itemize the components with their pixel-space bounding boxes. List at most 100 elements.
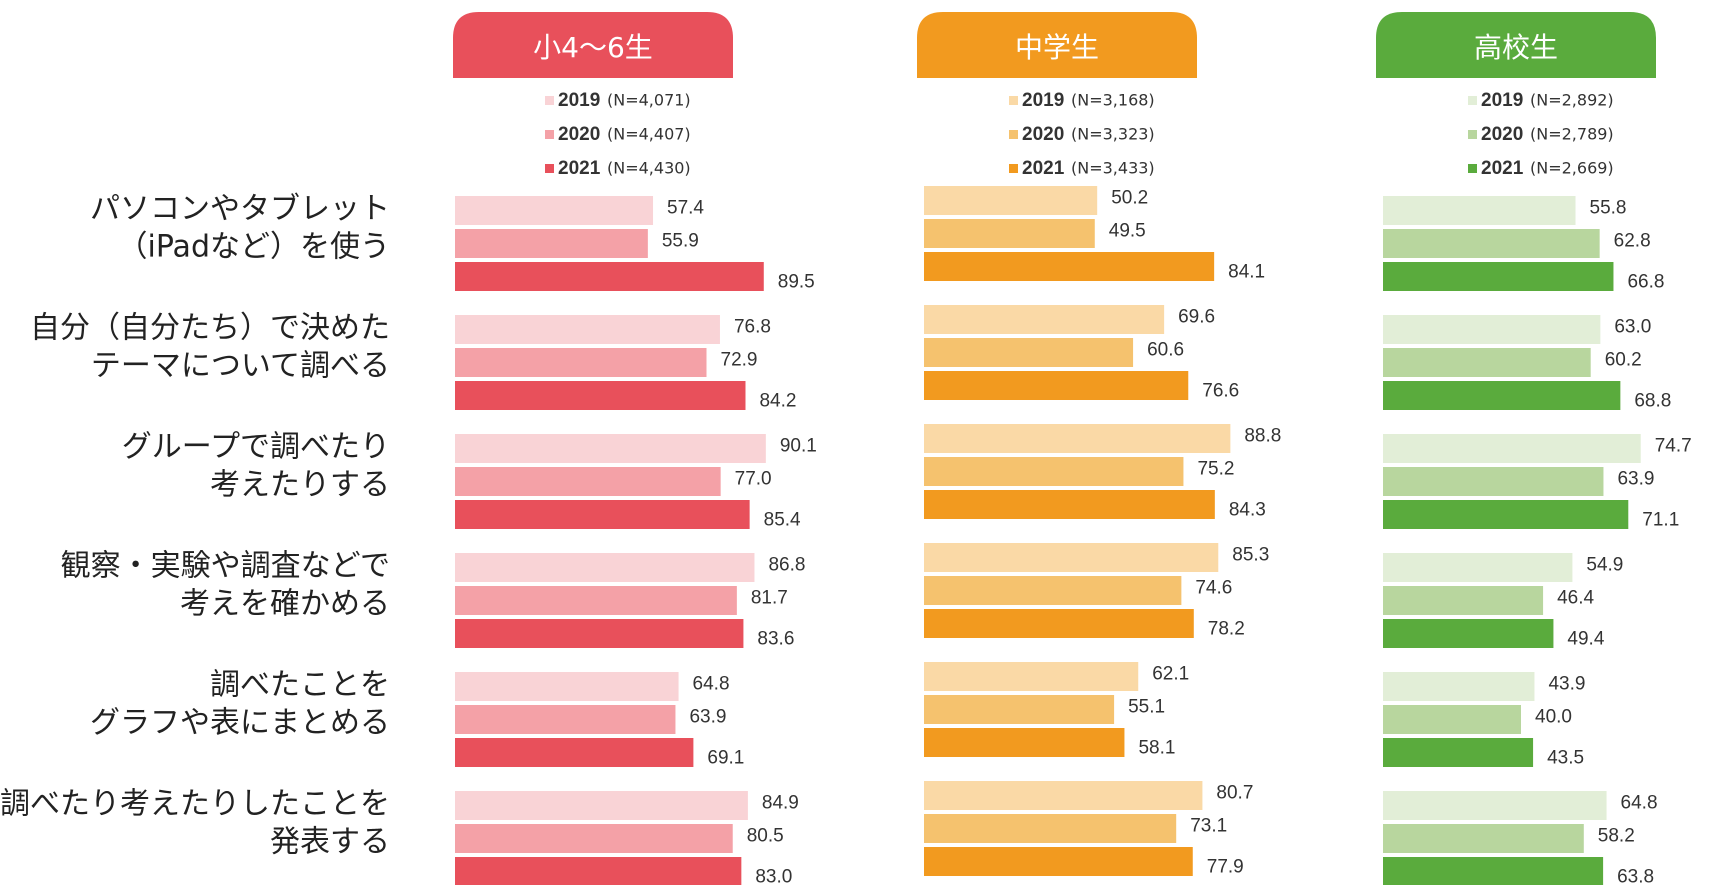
value-label: 88.8 [1244,426,1281,447]
bar [924,338,1134,367]
value-label: 89.5 [778,272,815,293]
panel-title: 中学生 [1015,31,1099,64]
legend-swatch [1468,96,1477,105]
bar [455,262,764,291]
value-label: 58.2 [1598,826,1635,847]
category-label: 調べたり考えたりしたことを [0,787,390,822]
value-label: 69.6 [1178,307,1215,328]
bar [455,791,748,820]
value-label: 62.1 [1152,664,1189,685]
value-label: 60.2 [1605,350,1642,371]
bar [455,824,733,853]
bar [1383,857,1604,885]
bar [924,371,1189,400]
panel-header [917,12,1197,78]
bar [924,728,1125,757]
value-label: 80.7 [1216,783,1253,804]
value-label: 69.1 [707,748,744,769]
legend-note: (N=2,789) [1530,125,1614,144]
category-label: 考えを確かめる [180,587,390,622]
legend-note: (N=2,892) [1530,91,1614,110]
category-label: 観察・実験や調査などで [61,549,390,584]
bar [455,738,694,767]
bar [455,467,721,496]
value-label: 50.2 [1111,188,1148,209]
bar [924,424,1231,453]
bar [455,586,737,615]
category-label: 発表する [270,825,390,860]
value-label: 84.9 [762,793,799,814]
panel-header [453,12,733,78]
legend-label: 2021 [558,158,601,179]
legend-note: (N=3,433) [1071,159,1155,178]
legend-note: (N=2,669) [1530,159,1614,178]
bar [455,619,744,648]
legend-swatch [545,96,554,105]
value-label: 63.8 [1617,867,1654,885]
bar [1383,262,1614,291]
value-label: 46.4 [1557,588,1594,609]
category-label: 調べたことを [210,668,390,703]
value-label: 55.1 [1128,697,1165,718]
value-label: 43.9 [1548,674,1585,695]
bar [1383,824,1584,853]
panel-title: 高校生 [1474,31,1558,64]
value-label: 63.0 [1614,317,1651,338]
value-label: 77.9 [1207,857,1244,878]
value-label: 72.9 [721,350,758,371]
bar [1383,619,1554,648]
legend-note: (N=4,407) [607,125,691,144]
legend-label: 2019 [558,90,600,111]
legend-label: 2019 [1481,90,1523,111]
bar [924,781,1203,810]
legend-swatch [1468,164,1477,173]
bar [455,553,755,582]
value-label: 68.8 [1634,391,1671,412]
bar [924,576,1182,605]
bar [455,500,750,529]
value-label: 49.4 [1567,629,1604,650]
legend-swatch [1009,130,1018,139]
value-label: 63.9 [1617,469,1654,490]
bar [924,252,1215,281]
bar [924,457,1184,486]
bar [455,381,746,410]
value-label: 76.8 [734,317,771,338]
bar [1383,791,1607,820]
category-label: グループで調べたり [122,430,390,465]
legend-label: 2021 [1022,158,1065,179]
value-label: 64.8 [1621,793,1658,814]
category-label: グラフや表にまとめる [90,706,390,741]
legend-swatch [1009,164,1018,173]
legend-label: 2020 [1022,124,1064,145]
legend-swatch [1468,130,1477,139]
value-label: 55.9 [662,231,699,252]
value-label: 77.0 [735,469,772,490]
bar [1383,196,1576,225]
bar [924,543,1219,572]
bar [455,857,742,885]
value-label: 85.4 [764,510,801,531]
category-label: （iPadなど）を使う [117,230,390,265]
bar [924,609,1194,638]
legend-note: (N=3,168) [1071,91,1155,110]
value-label: 71.1 [1642,510,1679,531]
bar [455,315,720,344]
bar [1383,672,1535,701]
value-label: 40.0 [1535,707,1572,728]
value-label: 75.2 [1197,459,1234,480]
bar [455,705,676,734]
value-label: 66.8 [1627,272,1664,293]
value-label: 83.6 [757,629,794,650]
category-label: 考えたりする [210,468,390,503]
value-label: 76.6 [1202,381,1239,402]
bar [1383,500,1629,529]
value-label: 43.5 [1547,748,1584,769]
bar [1383,381,1621,410]
value-label: 78.2 [1208,619,1245,640]
bar [455,434,766,463]
value-label: 85.3 [1232,545,1269,566]
category-label: 自分（自分たち）で決めた [30,311,390,346]
value-label: 73.1 [1190,816,1227,837]
